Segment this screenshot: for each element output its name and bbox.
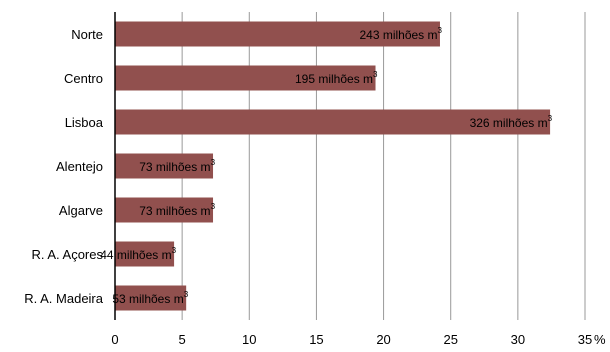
bar — [115, 21, 440, 47]
category-label: Algarve — [59, 203, 103, 218]
category-label: Alentejo — [56, 159, 103, 174]
x-tick-label: 35 — [578, 332, 592, 347]
x-tick-label: 20 — [376, 332, 390, 347]
x-tick-label: 25 — [443, 332, 457, 347]
gridlines — [181, 12, 586, 320]
data-label: 53 milhões m3 — [112, 290, 188, 306]
data-label: 44 milhões m3 — [100, 246, 176, 262]
category-label: R. A. Madeira — [24, 291, 104, 306]
category-label: Centro — [64, 71, 103, 86]
bar — [115, 153, 214, 179]
bar — [115, 241, 175, 267]
bar — [115, 285, 187, 311]
data-label: 195 milhões m3 — [295, 70, 378, 86]
data-label: 243 milhões m3 — [359, 26, 442, 42]
bar — [115, 109, 551, 135]
x-tick-label: 10 — [242, 332, 256, 347]
bar — [115, 65, 376, 91]
category-labels: Norte Centro Lisboa Alentejo Algarve R. A. Aç… — [24, 27, 104, 306]
category-label: Lisboa — [65, 115, 104, 130]
category-label: Norte — [71, 27, 103, 42]
bars — [115, 21, 551, 311]
x-tick-label: 0 — [111, 332, 118, 347]
x-tick-labels: 0 5 10 15 20 25 30 35 — [111, 332, 592, 347]
bar — [115, 197, 214, 223]
x-tick-label: 5 — [179, 332, 186, 347]
data-label: 73 milhões m3 — [139, 158, 215, 174]
data-label: 73 milhões m3 — [139, 202, 215, 218]
category-label: R. A. Açores — [31, 247, 103, 262]
x-tick-label: 15 — [309, 332, 323, 347]
x-unit-label: % — [594, 332, 606, 347]
x-tick-label: 30 — [511, 332, 525, 347]
data-labels: 243 milhões m3 195 milhões m3 326 milhões … — [100, 26, 552, 306]
data-label: 326 milhões m3 — [470, 114, 553, 130]
